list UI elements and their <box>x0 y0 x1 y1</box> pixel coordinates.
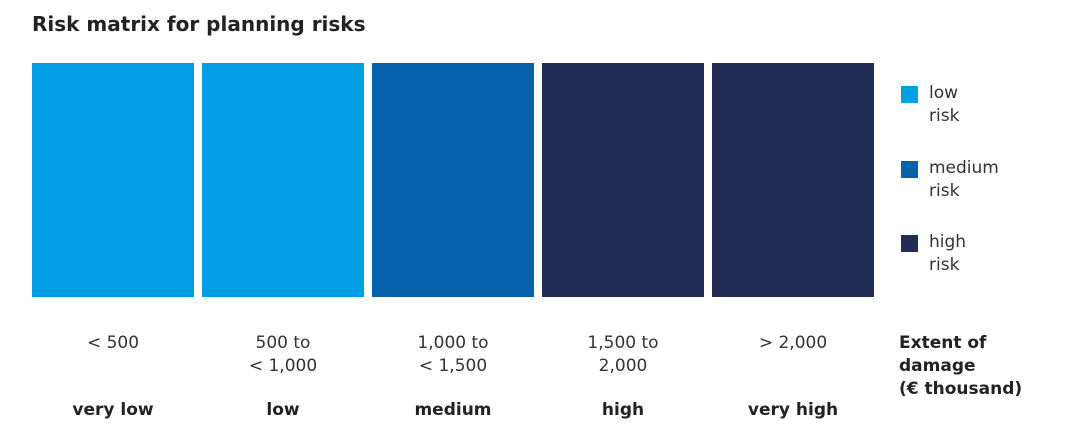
damage-range-label: < 500 <box>86 333 140 353</box>
damage-range-label: 1,500 to 2,000 <box>587 333 659 376</box>
chart-title: Risk matrix for planning risks <box>32 12 366 36</box>
legend-swatch <box>901 86 918 103</box>
risk-block-4 <box>542 63 704 297</box>
legend-swatch <box>901 161 918 178</box>
legend-label: high risk <box>929 232 967 275</box>
risk-block-3 <box>372 63 534 297</box>
damage-level-label: high <box>601 400 645 420</box>
damage-range-label: 1,000 to < 1,500 <box>417 333 489 376</box>
risk-block-2 <box>202 63 364 297</box>
damage-range-label: 500 to < 1,000 <box>248 333 318 376</box>
damage-level-label: low <box>266 400 300 420</box>
damage-level-label: very high <box>747 400 839 420</box>
axis-label: Extent of damage (€ thousand) <box>899 333 1023 399</box>
legend-label: low risk <box>929 83 960 126</box>
damage-range-label: > 2,000 <box>758 333 828 353</box>
legend-label: medium risk <box>929 158 999 201</box>
risk-block-5 <box>712 63 874 297</box>
risk-block-1 <box>32 63 194 297</box>
damage-level-label: medium <box>414 400 492 420</box>
damage-level-label: very low <box>72 400 154 420</box>
legend-swatch <box>901 235 918 252</box>
